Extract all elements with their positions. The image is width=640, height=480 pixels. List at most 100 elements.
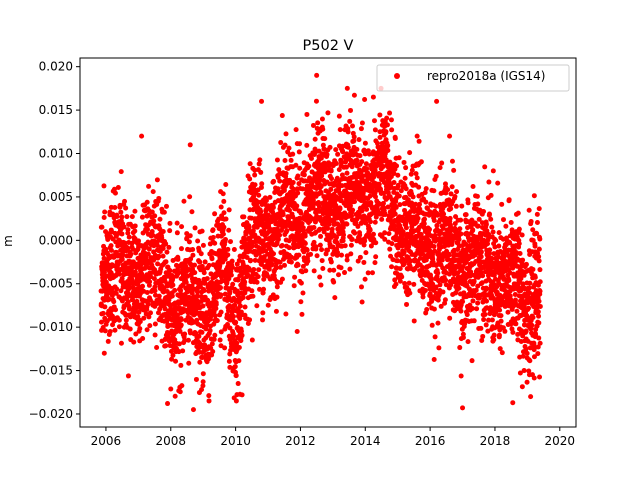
data-point — [190, 252, 196, 258]
data-point — [448, 191, 454, 197]
data-point — [397, 278, 403, 284]
data-point — [385, 190, 391, 196]
data-point — [293, 127, 299, 133]
data-point — [108, 243, 114, 249]
data-point — [514, 308, 520, 314]
data-point — [418, 159, 424, 165]
data-point — [136, 238, 142, 244]
data-point — [327, 267, 333, 273]
data-point — [340, 149, 346, 155]
y-tick-label: 0.015 — [39, 103, 73, 117]
data-point — [195, 289, 201, 295]
data-point — [240, 295, 246, 301]
data-point — [372, 127, 378, 133]
data-point — [420, 294, 426, 300]
data-point — [320, 142, 326, 148]
data-point — [197, 359, 203, 365]
data-point — [470, 227, 476, 233]
data-point — [337, 190, 343, 196]
data-point — [528, 394, 534, 400]
data-point — [478, 249, 484, 255]
data-point — [392, 211, 398, 217]
data-point — [192, 262, 198, 268]
data-point — [342, 243, 348, 249]
data-point — [226, 303, 232, 309]
data-point — [329, 226, 335, 232]
data-point — [286, 245, 292, 251]
data-point — [325, 110, 331, 116]
data-point — [183, 279, 189, 285]
data-point — [222, 237, 228, 243]
data-point — [320, 266, 326, 272]
data-point — [416, 138, 422, 144]
data-point — [397, 266, 403, 272]
data-point — [514, 263, 520, 269]
data-point — [489, 224, 495, 230]
x-tick-label: 2014 — [350, 434, 381, 448]
data-point — [276, 167, 282, 173]
data-point — [319, 116, 325, 122]
data-point — [382, 230, 388, 236]
data-point — [160, 228, 166, 234]
data-point — [247, 176, 253, 182]
data-point — [167, 268, 173, 274]
data-point — [298, 299, 304, 305]
data-point — [227, 325, 233, 331]
data-point — [293, 162, 299, 168]
plot-area-frame — [79, 57, 577, 428]
data-point — [212, 211, 218, 217]
data-point — [413, 171, 419, 177]
data-point — [486, 317, 492, 323]
data-point — [362, 96, 368, 102]
data-point — [520, 281, 526, 287]
data-point — [352, 199, 358, 205]
data-point — [119, 214, 125, 220]
data-point — [313, 98, 319, 104]
data-point — [408, 209, 414, 215]
data-point — [208, 271, 214, 277]
data-point — [359, 120, 365, 126]
data-point — [338, 265, 344, 271]
data-point — [396, 155, 402, 161]
data-point — [520, 353, 526, 359]
data-point — [228, 347, 234, 353]
data-point — [263, 198, 269, 204]
data-point — [436, 345, 442, 351]
data-point — [209, 256, 215, 262]
data-point — [350, 123, 356, 129]
data-point — [530, 314, 536, 320]
data-point — [358, 126, 364, 132]
data-point — [125, 245, 131, 251]
data-point — [318, 282, 324, 288]
data-point — [513, 321, 519, 327]
data-point — [161, 289, 167, 295]
data-point — [193, 376, 199, 382]
data-point — [128, 251, 134, 257]
data-point — [498, 313, 504, 319]
data-point — [261, 286, 267, 292]
data-point — [341, 232, 347, 238]
data-point — [534, 219, 540, 225]
data-point — [154, 344, 160, 350]
data-point — [457, 226, 463, 232]
data-point — [317, 274, 323, 280]
data-point — [255, 274, 261, 280]
data-point — [537, 340, 543, 346]
data-point — [502, 328, 508, 334]
data-point — [465, 200, 471, 206]
data-point — [423, 186, 429, 192]
data-point — [527, 290, 533, 296]
data-point — [198, 251, 204, 257]
data-point — [442, 297, 448, 303]
data-point — [236, 358, 242, 364]
data-point — [257, 286, 263, 292]
data-point — [278, 264, 284, 270]
data-point — [510, 329, 516, 335]
data-point — [496, 332, 502, 338]
data-point — [178, 362, 184, 368]
data-point — [279, 113, 285, 119]
data-point — [200, 383, 206, 389]
data-point — [367, 219, 373, 225]
data-point — [290, 151, 296, 157]
data-point — [163, 241, 169, 247]
